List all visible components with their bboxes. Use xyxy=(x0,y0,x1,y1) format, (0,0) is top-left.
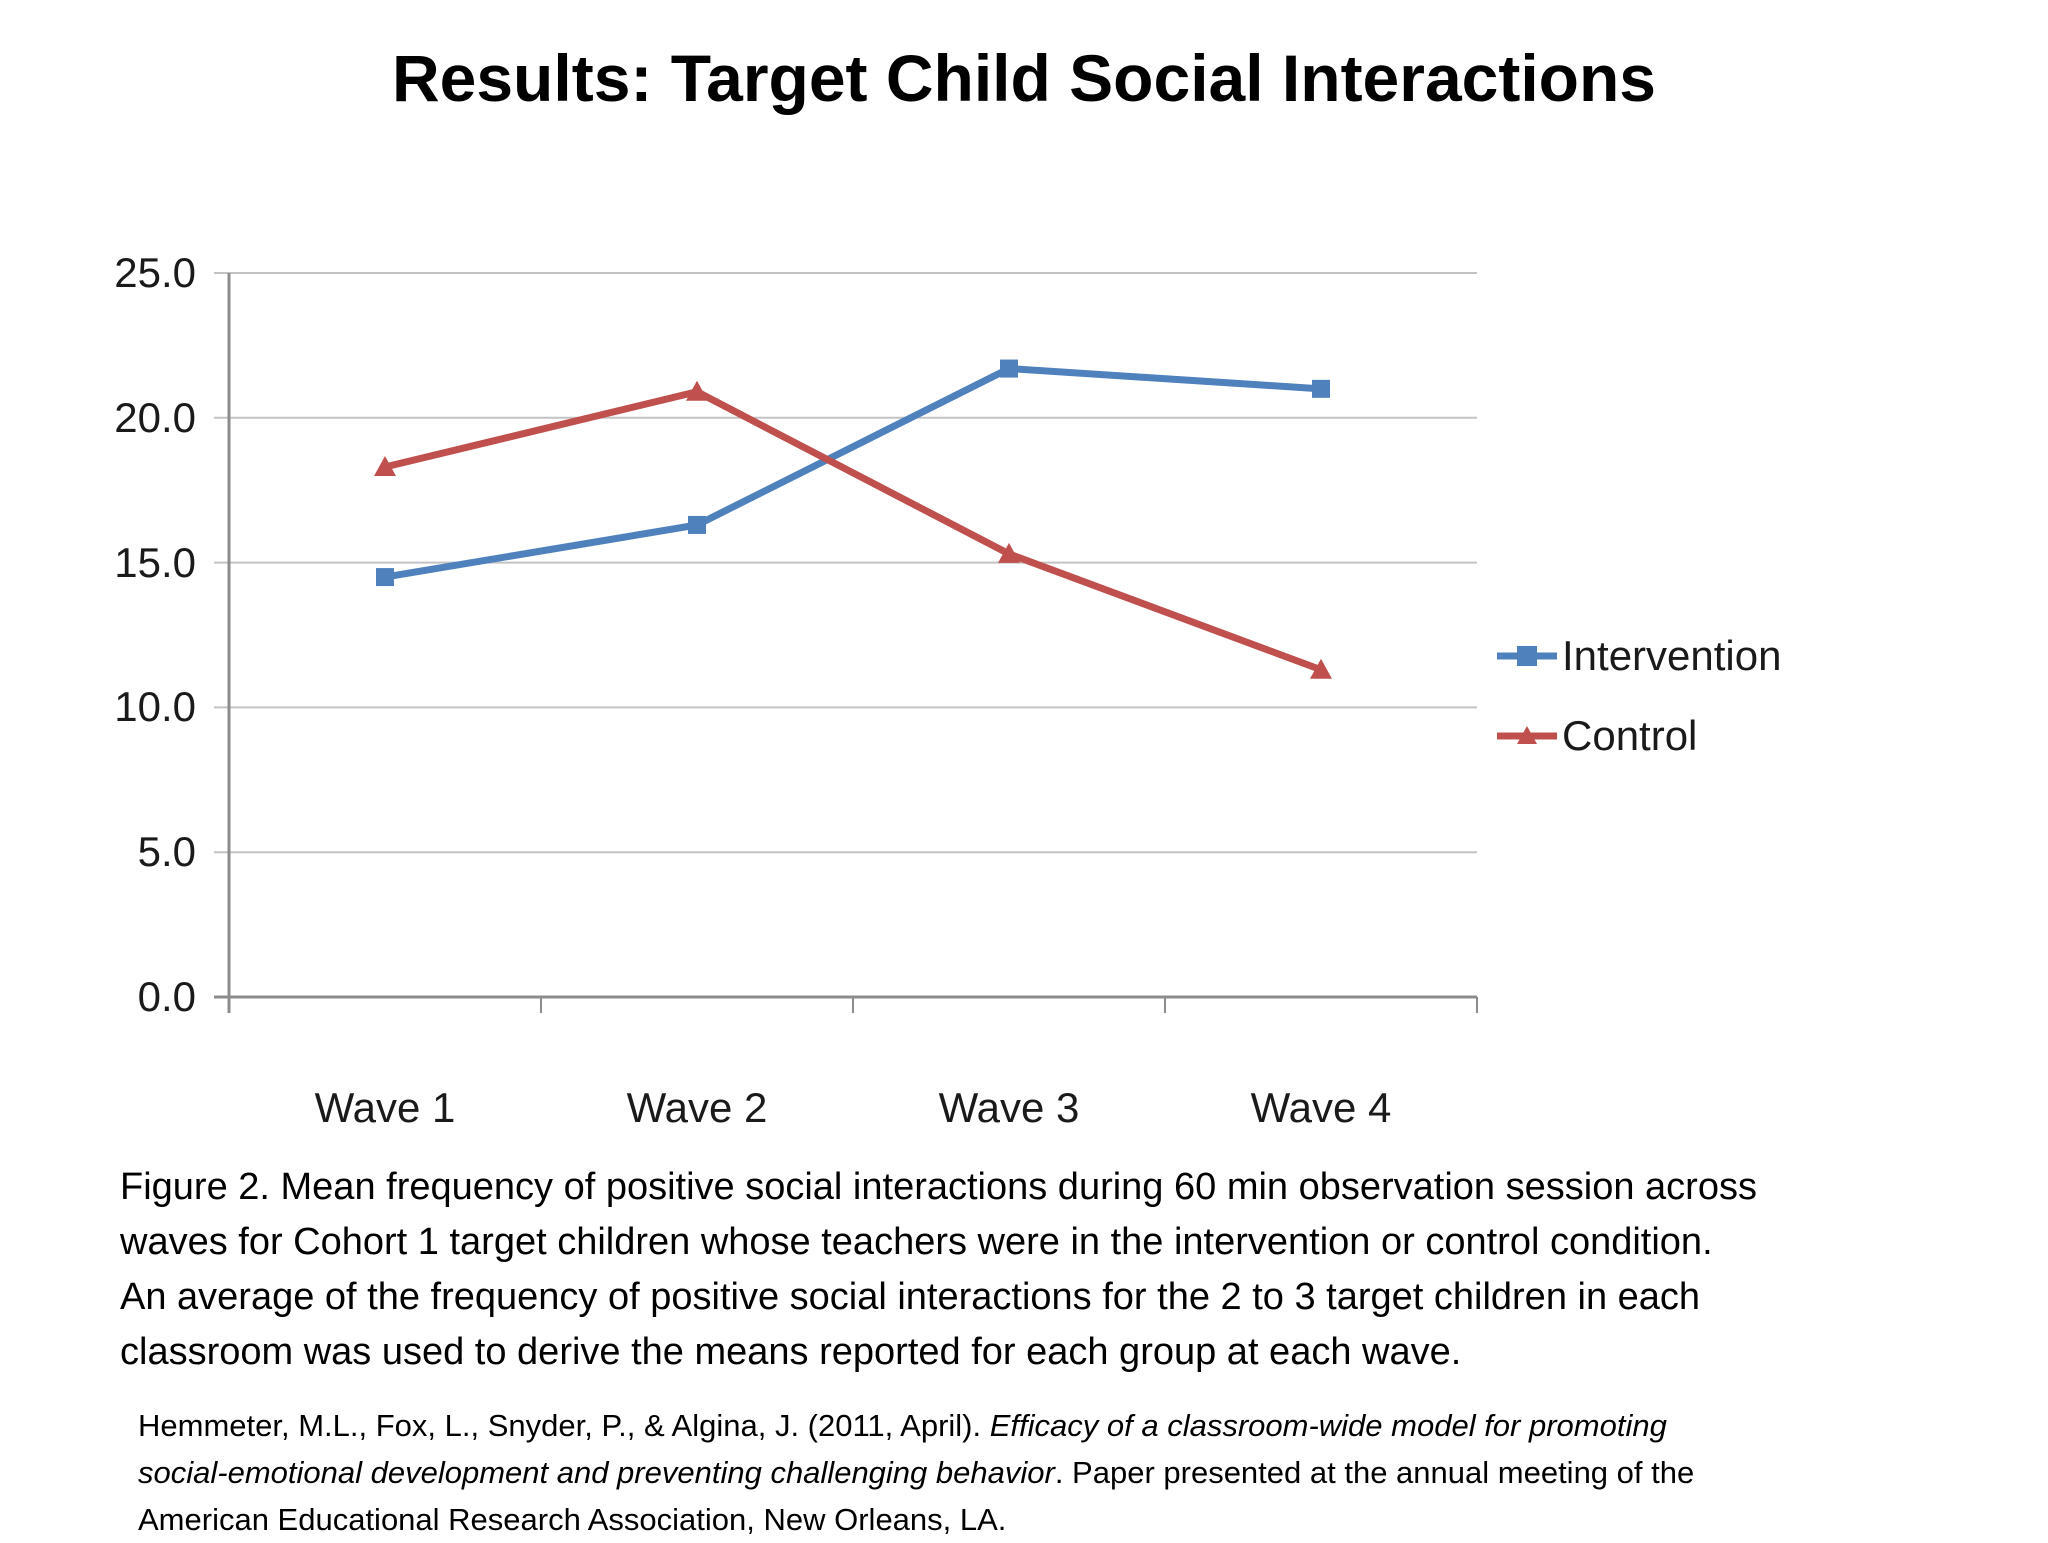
y-tick-label: 5.0 xyxy=(137,828,196,875)
caption-line: classroom was used to derive the means r… xyxy=(120,1331,1462,1373)
x-tick-label: Wave 3 xyxy=(938,1084,1080,1131)
citation-line: Hemmeter, M.L., Fox, L., Snyder, P., & A… xyxy=(138,1408,1667,1443)
citation-line: social-emotional development and prevent… xyxy=(138,1455,1695,1490)
y-tick-label: 25.0 xyxy=(114,249,196,296)
legend-label-intervention: Intervention xyxy=(1562,632,1782,679)
y-tick-label: 20.0 xyxy=(114,394,196,441)
figure-caption: Figure 2. Mean frequency of positive soc… xyxy=(120,1160,1980,1380)
x-tick-label: Wave 1 xyxy=(314,1084,456,1131)
citation-line: American Educational Research Associatio… xyxy=(138,1502,1007,1537)
x-tick-label: Wave 2 xyxy=(626,1084,768,1131)
slide-title: Results: Target Child Social Interaction… xyxy=(391,41,1657,115)
citation: Hemmeter, M.L., Fox, L., Snyder, P., & A… xyxy=(138,1402,1938,1543)
x-tick-label: Wave 4 xyxy=(1250,1084,1392,1131)
y-tick-label: 10.0 xyxy=(114,683,196,730)
caption-line: waves for Cohort 1 target children whose… xyxy=(120,1221,1713,1263)
y-tick-label: 0.0 xyxy=(137,973,196,1020)
caption-line: Figure 2. Mean frequency of positive soc… xyxy=(120,1166,1757,1208)
caption-line: An average of the frequency of positive … xyxy=(120,1276,1701,1318)
y-tick-label: 15.0 xyxy=(114,539,196,586)
legend-label-control: Control xyxy=(1562,712,1698,759)
